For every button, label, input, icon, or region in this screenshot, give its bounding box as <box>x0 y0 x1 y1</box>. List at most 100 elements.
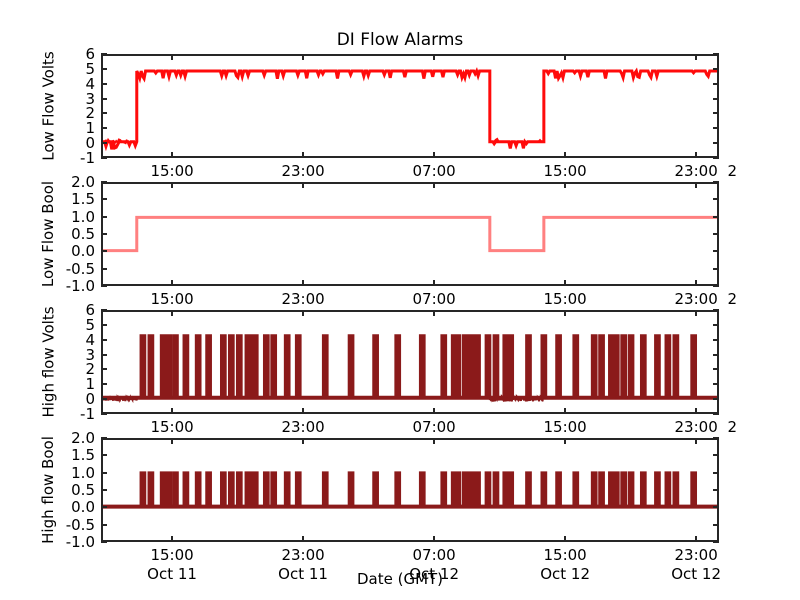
y-tick-mark <box>101 157 107 159</box>
x-tick-label: 23:00 <box>674 418 718 436</box>
x-tick-mark <box>564 438 567 444</box>
y-tick-mark <box>713 181 719 183</box>
y-tick-label: 0 <box>85 390 95 409</box>
y-tick-mark <box>713 97 719 100</box>
x-tick-label: 07:00 <box>412 162 456 180</box>
x-tick-mark <box>564 152 567 158</box>
x-tick-mark <box>171 536 174 542</box>
y-tick-label: 0 <box>85 134 95 153</box>
y-tick-mark <box>713 383 719 386</box>
x-tick-label: 15:00 <box>543 290 587 308</box>
x-tick-mark <box>695 408 698 414</box>
y-tick-label: 0.0 <box>71 498 95 517</box>
x-tick-label: 15:00 Oct 11 <box>147 546 197 583</box>
y-tick-mark <box>101 506 107 509</box>
x-tick-mark <box>302 438 305 444</box>
y-tick-label: 4 <box>85 74 95 93</box>
plot-area-low-flow-volts <box>103 56 717 156</box>
right-edge-overflow-label: 2 <box>727 418 737 436</box>
y-tick-mark <box>713 338 719 341</box>
x-tick-label: 15:00 <box>150 162 194 180</box>
y-tick-label: 6 <box>85 45 95 63</box>
x-tick-mark <box>171 54 174 60</box>
y-tick-label: 1 <box>85 119 95 138</box>
y-tick-mark <box>101 437 107 439</box>
x-tick-mark <box>564 310 567 316</box>
x-tick-mark <box>695 152 698 158</box>
y-tick-mark <box>101 541 107 543</box>
x-tick-mark <box>695 280 698 286</box>
y-tick-mark <box>101 67 107 70</box>
y-tick-label: 6 <box>85 301 95 319</box>
x-tick-label: 23:00 <box>674 162 718 180</box>
plot-area-high-flow-bool <box>103 440 717 540</box>
y-axis-label-high-flow-volts: High flow Volts <box>39 306 58 418</box>
series-low-flow-volts-dropout-noise <box>493 139 542 142</box>
x-tick-label: 07:00 Oct 12 <box>409 546 459 583</box>
y-tick-mark <box>101 489 107 491</box>
x-tick-mark <box>564 408 567 414</box>
y-tick-mark <box>101 53 107 55</box>
y-tick-mark <box>101 353 107 356</box>
y-tick-label: 5 <box>85 315 95 334</box>
x-tick-label: 23:00 <box>281 418 325 436</box>
y-tick-mark <box>713 471 719 474</box>
subplot-high-flow-bool: 2 -1.0 -0.5 0.0 0.5 1.0 1.5 2.0 15:00 Oct 11 23:0… <box>66 418 737 583</box>
x-tick-label: 07:00 <box>412 290 456 308</box>
y-tick-mark <box>101 142 107 145</box>
y-tick-mark <box>101 215 107 218</box>
y-tick-mark <box>713 53 719 55</box>
y-tick-label: -1 <box>80 149 95 167</box>
chart-title: DI Flow Alarms <box>336 30 464 50</box>
x-tick-mark <box>695 536 698 542</box>
y-tick-mark <box>101 267 107 270</box>
y-tick-label: 2.0 <box>71 173 95 191</box>
y-tick-mark <box>713 285 719 287</box>
x-tick-mark <box>302 408 305 414</box>
y-tick-mark <box>101 413 107 415</box>
x-tick-mark <box>171 182 174 188</box>
series-low-flow-volts-start-noise <box>105 140 126 144</box>
series-high-flow-bool <box>103 473 717 506</box>
y-tick-mark <box>713 309 719 311</box>
x-tick-mark <box>695 182 698 188</box>
plot-area-low-flow-bool <box>103 184 717 284</box>
y-axis-label-high-flow-bool: High flow Bool <box>38 436 57 544</box>
x-tick-label: 15:00 <box>543 162 587 180</box>
x-tick-mark <box>171 408 174 414</box>
x-tick-label: 23:00 Oct 12 <box>671 546 722 583</box>
x-tick-mark <box>302 152 305 158</box>
y-tick-label: -1 <box>80 405 95 423</box>
y-tick-mark <box>713 523 719 526</box>
y-tick-mark <box>713 267 719 270</box>
y-tick-mark <box>101 471 107 474</box>
x-tick-mark <box>302 310 305 316</box>
y-tick-mark <box>713 323 719 326</box>
y-tick-mark <box>713 541 719 543</box>
y-tick-mark <box>101 309 107 311</box>
plot-area-high-flow-volts <box>103 312 717 412</box>
y-tick-mark <box>101 127 107 130</box>
x-tick-mark <box>564 54 567 60</box>
y-tick-label: 3 <box>85 345 95 364</box>
y-tick-mark <box>713 489 719 491</box>
y-tick-mark <box>101 338 107 341</box>
y-tick-mark <box>713 127 719 130</box>
y-tick-mark <box>713 398 719 401</box>
x-axis-label: Date (GMT) <box>356 570 444 588</box>
y-tick-mark <box>101 112 107 115</box>
y-tick-mark <box>713 413 719 415</box>
y-tick-mark <box>713 67 719 70</box>
right-edge-overflow-label: 2 <box>727 162 737 180</box>
y-tick-label: -0.5 <box>65 259 95 278</box>
y-tick-label: 0.5 <box>71 481 95 499</box>
y-tick-mark <box>713 157 719 159</box>
y-tick-mark <box>101 368 107 371</box>
x-tick-mark <box>171 152 174 158</box>
y-tick-label: 1.0 <box>71 463 95 482</box>
y-tick-mark <box>101 523 107 526</box>
series-high-flow-volts-noise-band <box>490 398 544 402</box>
y-tick-mark <box>713 353 719 356</box>
x-tick-label: 23:00 <box>281 290 325 308</box>
